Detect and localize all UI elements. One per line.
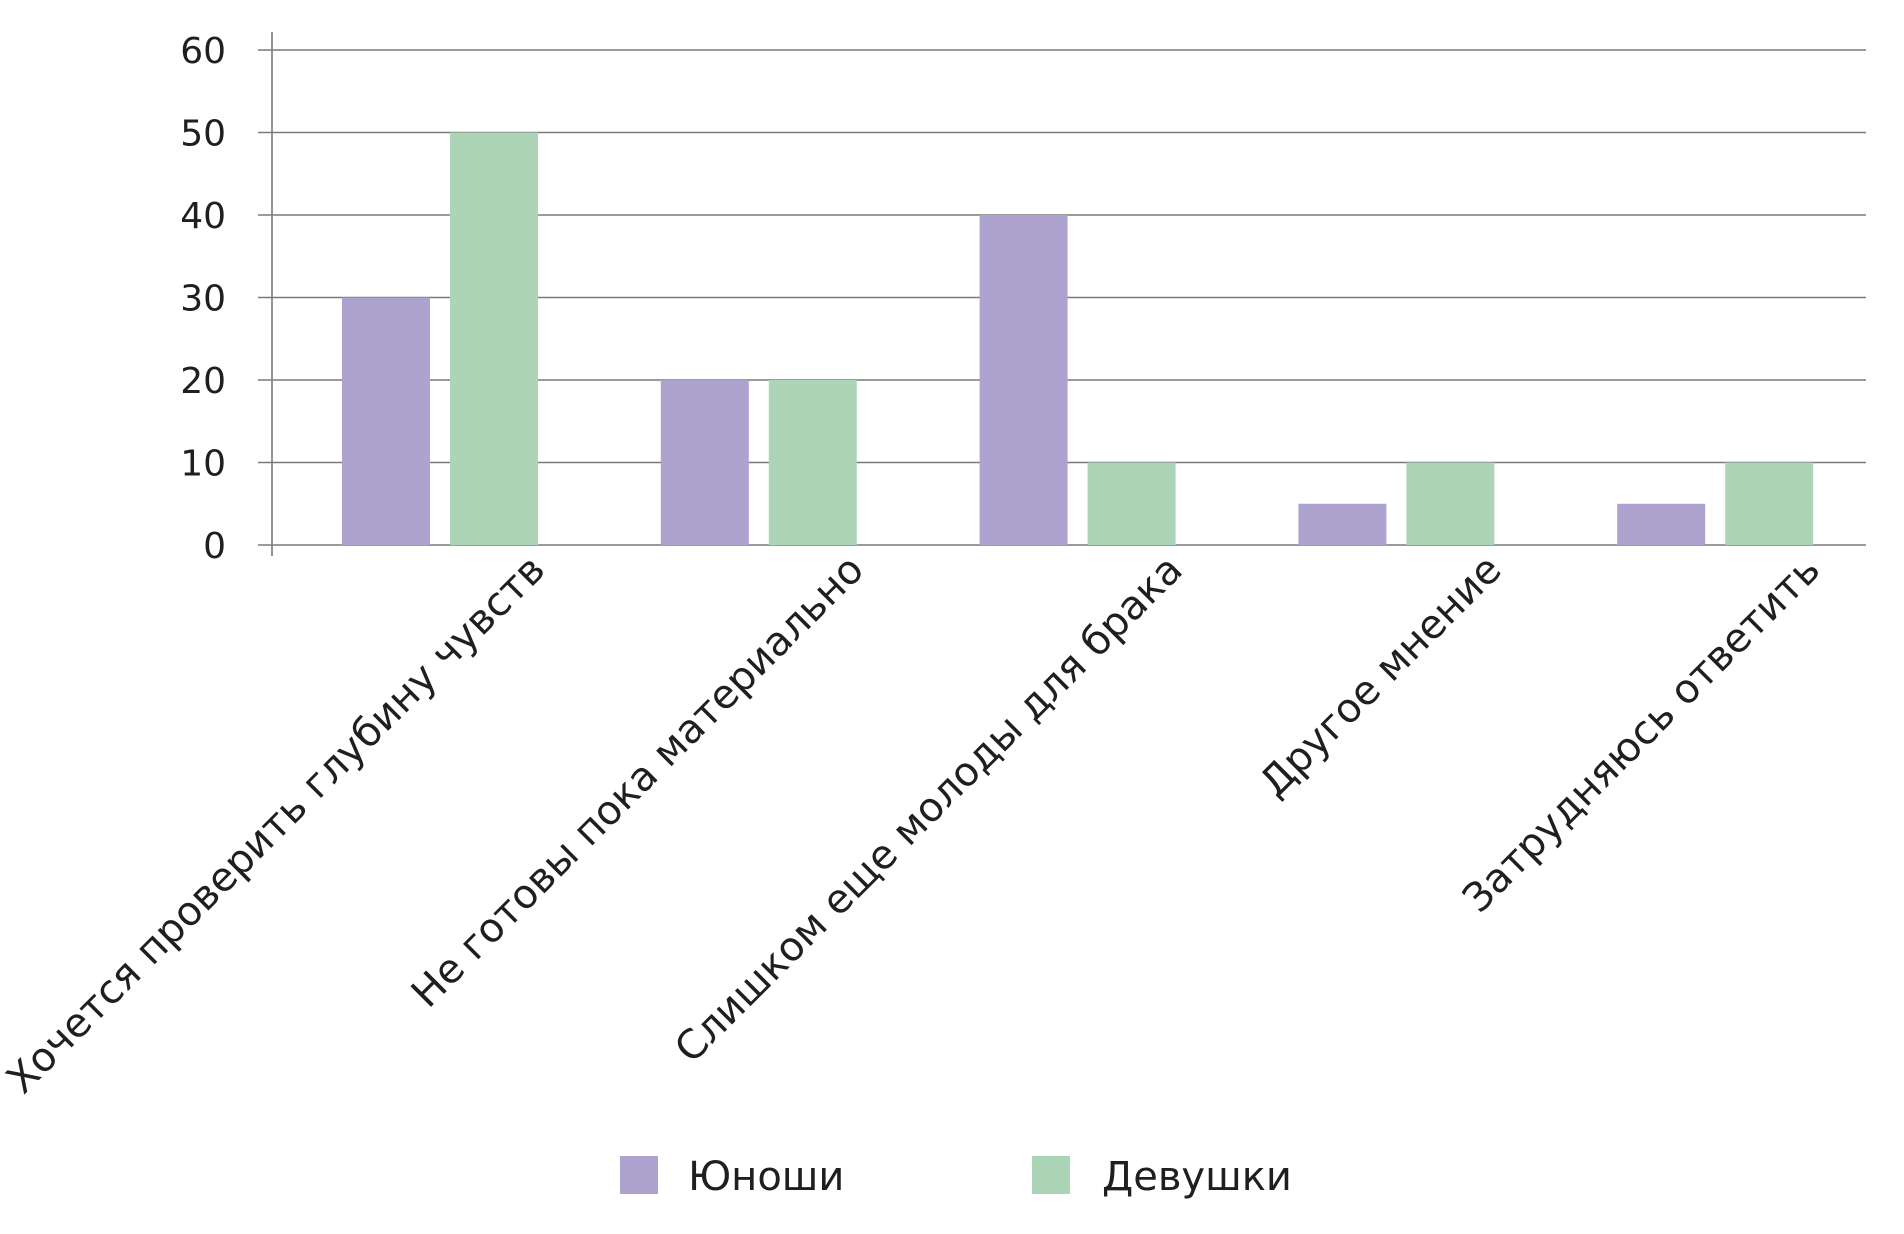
y-tick-label: 60 (180, 31, 226, 72)
x-category-label: Другое мнение (1251, 547, 1510, 806)
bar-series-2-cat-5 (1725, 462, 1814, 545)
bar-series-2-cat-4 (1406, 462, 1495, 545)
x-category-label: Слишком еще молоды для брака (666, 547, 1191, 1072)
legend-swatch-1 (620, 1156, 658, 1194)
y-tick-label: 0 (203, 526, 226, 567)
y-tick-label: 30 (180, 279, 226, 320)
y-tick-label: 40 (180, 196, 226, 237)
bar-series-2-cat-3 (1087, 462, 1176, 545)
legend-label-2: Девушки (1102, 1154, 1292, 1200)
bar-series-1-cat-2 (660, 380, 749, 545)
y-tick-label: 10 (180, 444, 226, 485)
legend-label-1: Юноши (688, 1154, 844, 1200)
y-axis-ticks: 0 10 20 30 40 50 60 (180, 31, 226, 567)
bar-series-2-cat-1 (450, 132, 538, 545)
bars (342, 132, 1814, 545)
bar-series-1-cat-3 (979, 215, 1068, 545)
y-tick-label: 20 (180, 361, 226, 402)
bar-series-1-cat-4 (1298, 503, 1387, 545)
bar-series-1-cat-5 (1617, 503, 1706, 545)
y-tick-label: 50 (180, 114, 226, 155)
x-category-label: Затрудняюсь ответить (1454, 547, 1829, 922)
legend-swatch-2 (1032, 1156, 1070, 1194)
legend: Юноши Девушки (620, 1154, 1292, 1200)
bar-series-1-cat-1 (342, 297, 430, 545)
bar-series-2-cat-2 (768, 380, 857, 545)
x-category-label: Хочется проверить глубину чувств (0, 547, 554, 1103)
